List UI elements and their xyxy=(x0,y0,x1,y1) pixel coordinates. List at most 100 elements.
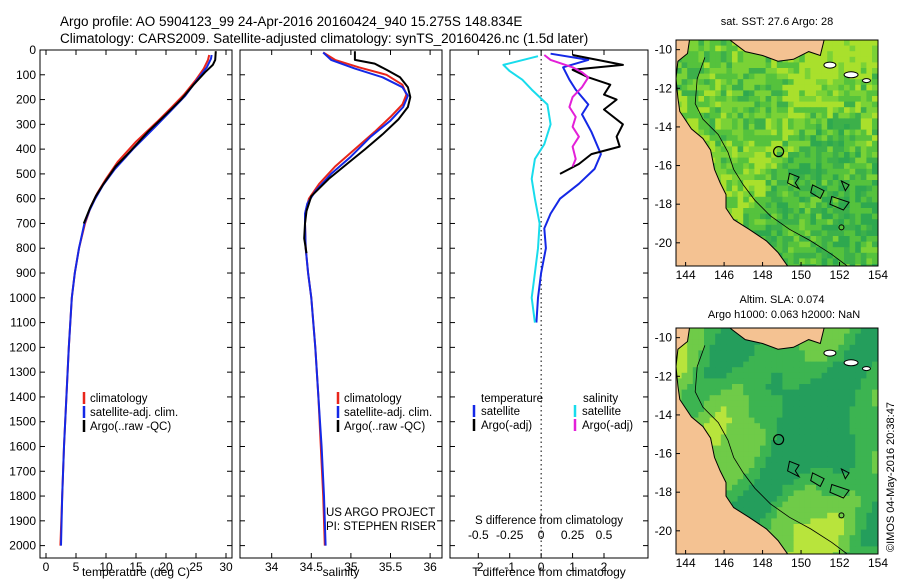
sst-cell xyxy=(726,79,733,86)
sla-cell xyxy=(844,507,850,514)
sla-cell xyxy=(872,395,878,402)
sla-cell xyxy=(776,501,783,508)
sla-cell xyxy=(849,389,856,396)
small-reef xyxy=(838,224,845,231)
sla-cell xyxy=(715,395,722,402)
sla-cell xyxy=(827,328,834,334)
sla-cell xyxy=(872,428,878,435)
sla-cell xyxy=(793,389,800,396)
sst-cell xyxy=(771,224,778,231)
sla-cell xyxy=(760,356,766,362)
sla-cell xyxy=(715,328,722,334)
sst-cell xyxy=(844,90,850,97)
sst-cell xyxy=(816,79,822,86)
sla-cell xyxy=(698,361,705,368)
sst-cell xyxy=(810,135,817,142)
sla-cell xyxy=(810,496,817,502)
sla-cell xyxy=(704,367,710,374)
sla-cell xyxy=(720,384,727,390)
sst-cell xyxy=(726,146,733,153)
sst-cell xyxy=(732,101,738,108)
sst-cell xyxy=(821,96,828,102)
sst-cell xyxy=(804,135,811,142)
sla-cell xyxy=(720,445,727,452)
sst-cell xyxy=(698,79,705,86)
sst-cell xyxy=(816,264,822,266)
sst-cell xyxy=(709,84,716,91)
sst-cell xyxy=(860,241,867,248)
sst-cell xyxy=(855,185,862,192)
temperature-xlabel: temperature (deg C) xyxy=(82,565,190,579)
sst-cell xyxy=(816,202,822,209)
sst-cell xyxy=(776,135,783,142)
sst-cell xyxy=(838,157,845,164)
sla-cell xyxy=(704,412,710,418)
sla-cell xyxy=(782,372,789,379)
sla-cell xyxy=(765,479,772,486)
sst-cell xyxy=(799,79,806,86)
sla-cell xyxy=(810,524,817,530)
sst-cell xyxy=(832,213,839,220)
salinity-xtick-label: 35.5 xyxy=(379,560,403,574)
sst-cell xyxy=(849,152,856,158)
sla-cell xyxy=(866,456,873,463)
sla-cell xyxy=(726,423,733,430)
sst-cell xyxy=(793,219,800,226)
sst-cell xyxy=(793,135,800,142)
sst-cell xyxy=(799,68,806,74)
sst-cell xyxy=(776,224,783,231)
sst-cell xyxy=(754,68,761,74)
sst-cell xyxy=(765,101,772,108)
sla-cell xyxy=(765,512,772,519)
sst-cell xyxy=(804,96,811,102)
sla-cell xyxy=(827,384,834,390)
sst-cell xyxy=(849,185,856,192)
sla-cell xyxy=(715,440,722,446)
sla-cell xyxy=(715,406,722,413)
sst-cell xyxy=(860,124,867,130)
land xyxy=(676,328,789,554)
sst-cell xyxy=(838,236,845,242)
sla-cell xyxy=(849,524,856,530)
sla-cell xyxy=(782,384,789,390)
sla-cell xyxy=(709,367,716,374)
sst-cell xyxy=(726,185,733,192)
sst-cell xyxy=(704,90,710,97)
sst-cell xyxy=(726,168,733,175)
sla-cell xyxy=(709,417,716,424)
sst-cell xyxy=(681,68,688,74)
sst-cell xyxy=(698,124,705,130)
sla-cell xyxy=(743,440,750,446)
sst-cell xyxy=(754,146,761,153)
sla-cell xyxy=(849,367,856,374)
sst-cell xyxy=(782,180,789,186)
sla-cell xyxy=(782,496,789,502)
sla-cell xyxy=(743,389,750,396)
legend-item-argo: Argo(..raw -QC) xyxy=(344,421,425,433)
sst-cell xyxy=(720,180,727,186)
sla-cell xyxy=(860,535,867,542)
sla-cell xyxy=(838,434,845,441)
sla-cell xyxy=(860,333,867,340)
map-ytick-label: -12 xyxy=(655,369,673,383)
sst-cell xyxy=(827,96,834,102)
sst-cell xyxy=(860,208,867,214)
sst-cell xyxy=(799,129,806,136)
sla-cell xyxy=(810,507,817,514)
sla-cell xyxy=(860,501,867,508)
reef-outline xyxy=(810,472,825,488)
sla-cell xyxy=(827,378,834,385)
sst-cell xyxy=(810,185,817,192)
sla-cell xyxy=(788,496,794,502)
sst-cell xyxy=(788,118,794,125)
sla-cell xyxy=(872,356,878,362)
sst-cell xyxy=(715,140,722,147)
sla-cell xyxy=(737,356,744,362)
sla-cell xyxy=(827,512,834,519)
sla-cell xyxy=(860,440,867,446)
sst-cell xyxy=(687,84,694,91)
sla-cell xyxy=(692,367,699,374)
sst-cell xyxy=(816,258,822,265)
sst-cell xyxy=(827,236,834,242)
difference-legend-salinity: salinity satellite Argo(-adj) xyxy=(573,393,633,432)
